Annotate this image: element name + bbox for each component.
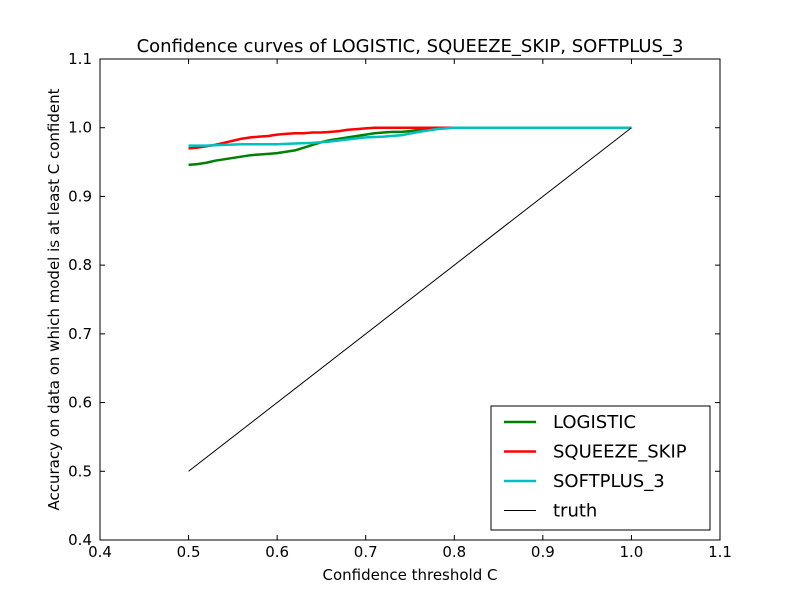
y-tick-label: 0.6 [68,394,92,412]
x-tick-label: 0.5 [177,543,201,561]
legend-box [490,405,711,531]
x-tick-label: 0.8 [442,543,466,561]
y-tick-label: 0.8 [68,256,92,274]
x-tick-label: 0.9 [531,543,555,561]
series-line-truth [188,127,632,472]
series-line-squeeze-skip [188,126,632,150]
x-tick-label: 1.1 [708,543,732,561]
ticks-layer: 0.4 0.5 0.6 0.7 0.8 0.9 1.0 1.1 0.4 0.5 0.6 0.7 0.8 0… [68,50,732,561]
legend-label: truth [553,501,597,522]
y-tick-label: 1.0 [68,119,92,137]
x-tick-label: 0.4 [88,543,112,561]
y-tick-label: 1.1 [68,50,92,68]
x-tick-label: 1.0 [619,543,643,561]
legend-label: SOFTPLUS_3 [553,471,665,492]
plot-frame [99,58,721,541]
legend-label: SQUEEZE_SKIP [553,442,687,463]
y-tick-label: 0.5 [68,462,92,480]
series-line-softplus-3 [188,126,632,147]
legend-label: LOGISTIC [553,412,636,433]
y-tick-label: 0.9 [68,187,92,205]
series-layer [188,126,632,472]
y-tick-label: 0.7 [68,325,92,343]
x-axis-label: Confidence threshold C [323,566,498,584]
y-tick-label: 0.4 [68,531,92,549]
chart-title: Confidence curves of LOGISTIC, SQUEEZE_S… [137,36,684,57]
x-tick-label: 0.7 [354,543,378,561]
x-tick-label: 0.6 [265,543,289,561]
y-axis-label: Accuracy on data on which model is at le… [45,88,63,510]
